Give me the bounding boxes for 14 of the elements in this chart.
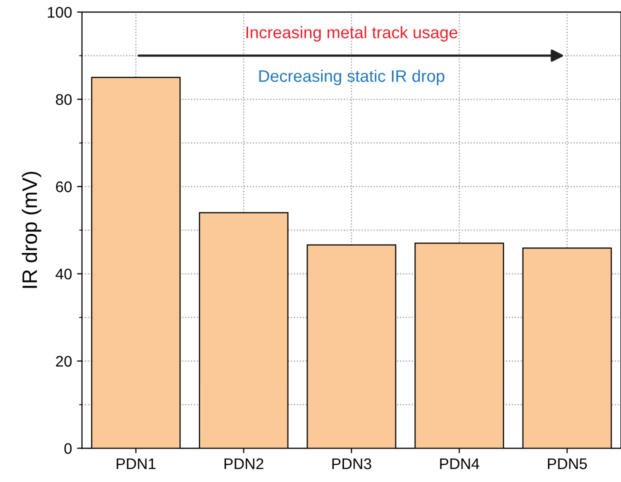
x-tick-label: PDN5 xyxy=(548,458,587,470)
annotation: Decreasing static IR drop xyxy=(259,70,444,86)
y-tick-label: 80 xyxy=(56,94,72,105)
y-tick-label: 100 xyxy=(48,6,72,18)
y-tick-label: 60 xyxy=(56,181,72,192)
x-tick-label: PDN3 xyxy=(332,458,372,470)
y-tick-label: 40 xyxy=(56,268,72,280)
y-tick-label: 20 xyxy=(56,356,72,367)
x-tick-label: PDN4 xyxy=(440,458,480,470)
y-axis-title: IR drop (mV) xyxy=(22,172,42,288)
annotation: Increasing metal track usage xyxy=(246,26,458,42)
x-tick-label: PDN1 xyxy=(116,458,156,470)
y-tick-label: 0 xyxy=(64,443,72,454)
x-tick-label: PDN2 xyxy=(224,458,264,470)
